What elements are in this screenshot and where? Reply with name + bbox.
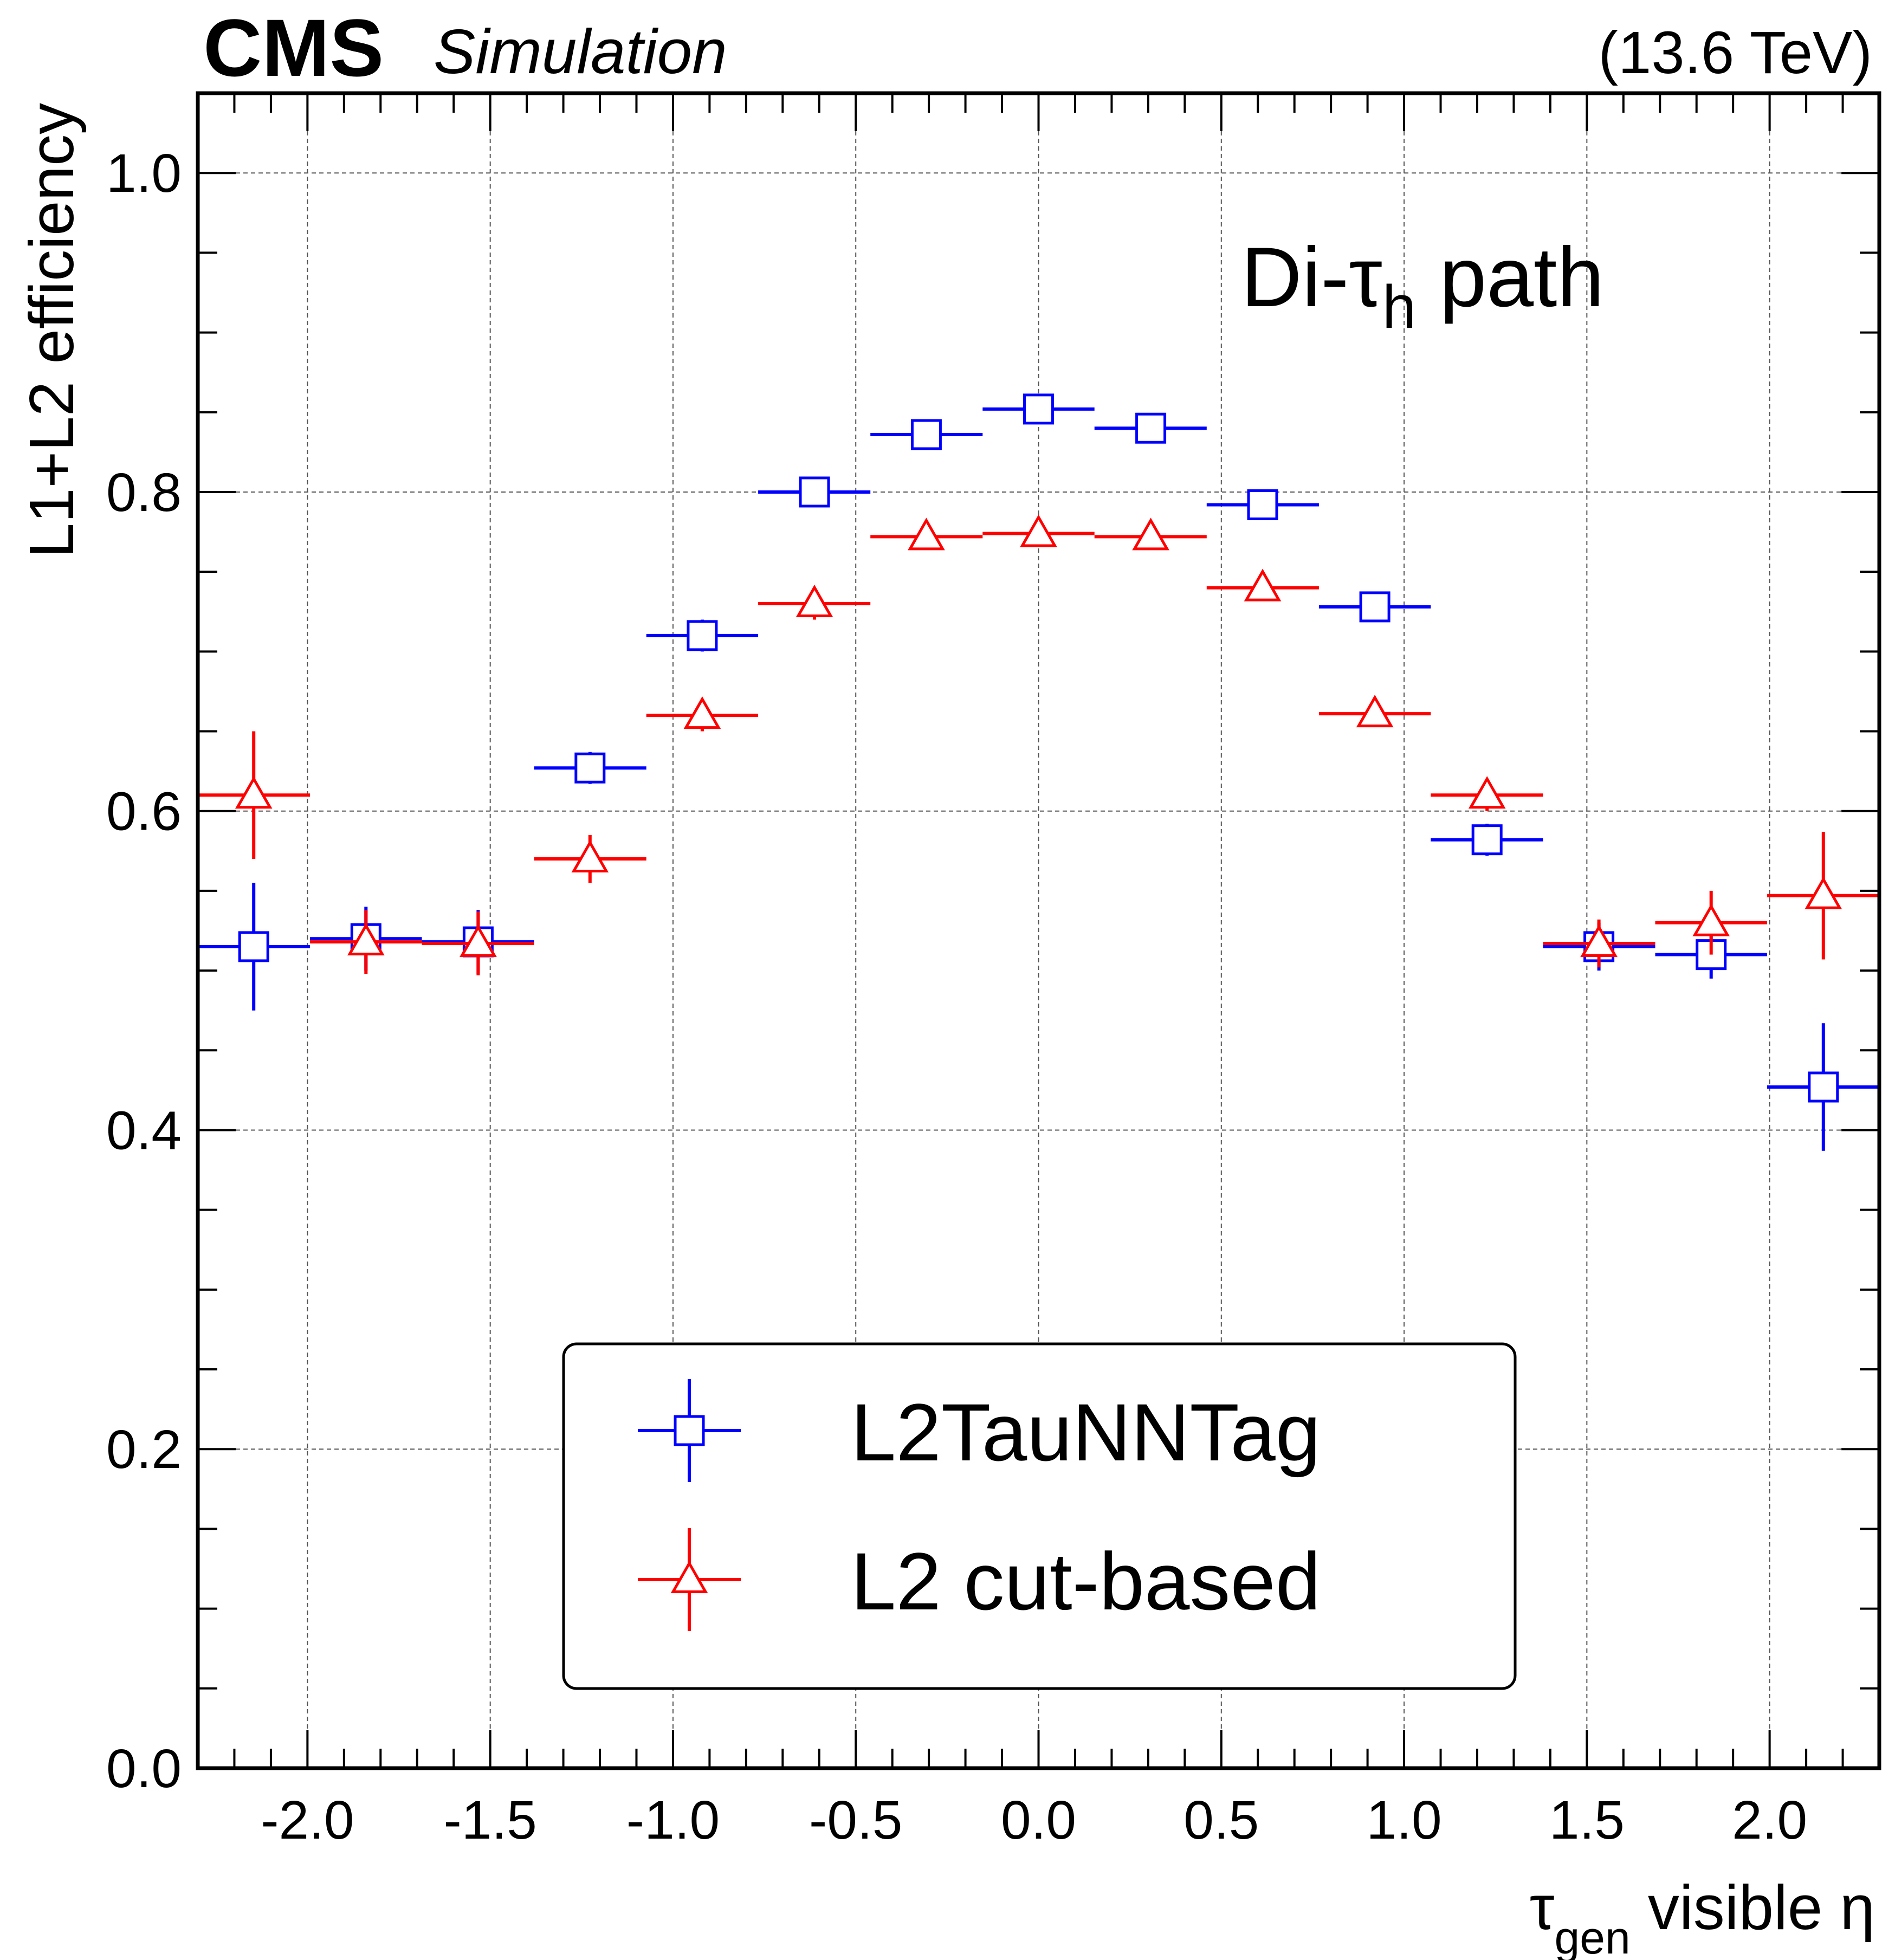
data-point xyxy=(687,620,718,651)
y-tick-labels: 0.0 0.2 0.4 0.6 0.8 1.0 xyxy=(106,143,182,1799)
y-tick-label: 1.0 xyxy=(106,143,182,204)
x-tick-label: -1.0 xyxy=(626,1790,720,1851)
y-tick-label: 0.0 xyxy=(106,1738,182,1799)
series-l2-cut-based xyxy=(198,514,1879,975)
legend-entry: L2TauNNTag xyxy=(638,1379,1321,1482)
y-tick-label: 0.4 xyxy=(106,1100,182,1161)
data-point xyxy=(1356,695,1394,728)
simulation-label: Simulation xyxy=(434,16,727,87)
data-point xyxy=(910,419,942,450)
axis-ticks xyxy=(197,92,1880,1769)
data-point xyxy=(1468,776,1506,809)
data-point xyxy=(460,924,497,958)
data-point xyxy=(1023,393,1054,425)
data-point xyxy=(235,776,273,809)
data-series xyxy=(198,393,1879,1151)
data-point xyxy=(796,584,833,618)
x-tick-label: 0.5 xyxy=(1183,1790,1259,1851)
legend-label: L2TauNNTag xyxy=(851,1387,1321,1478)
data-point xyxy=(1580,924,1618,958)
data-point xyxy=(799,476,830,508)
data-point xyxy=(347,923,385,956)
data-point xyxy=(1244,568,1282,601)
legend: L2TauNNTag L2 cut-based xyxy=(562,1342,1517,1690)
x-tick-label: 1.5 xyxy=(1549,1790,1625,1851)
x-tick-label: 0.0 xyxy=(1001,1790,1076,1851)
data-point xyxy=(238,931,269,962)
data-point xyxy=(1808,1071,1839,1103)
data-point xyxy=(683,696,721,729)
y-tick-label: 0.2 xyxy=(106,1419,182,1480)
y-tick-label: 0.8 xyxy=(106,462,182,523)
legend-box xyxy=(562,1342,1517,1690)
data-point xyxy=(1247,489,1278,521)
energy-label: (13.6 TeV) xyxy=(1599,20,1872,86)
x-tick-label: -1.5 xyxy=(443,1790,536,1851)
data-point xyxy=(571,839,609,873)
data-point xyxy=(908,518,945,551)
x-tick-labels: -2.0 -1.5 -1.0 -0.5 0.0 0.5 1.0 1.5 2.0 xyxy=(261,1790,1807,1851)
data-point xyxy=(1692,903,1730,936)
x-axis-title: τgen visible η xyxy=(1530,1872,1875,1960)
legend-triangle-marker xyxy=(670,1560,708,1593)
data-point xyxy=(1805,876,1842,909)
x-tick-label: 2.0 xyxy=(1732,1790,1807,1851)
cms-logo-text: CMS xyxy=(203,2,384,93)
legend-square-marker xyxy=(674,1415,705,1446)
data-point xyxy=(1359,591,1391,623)
legend-label: L2 cut-based xyxy=(851,1536,1321,1627)
y-axis-title: L1+L2 efficiency xyxy=(16,103,87,558)
data-point xyxy=(574,752,606,784)
x-tick-label: -2.0 xyxy=(261,1790,354,1851)
path-annotation: Di-τh path xyxy=(1241,230,1604,341)
x-tick-label: 1.0 xyxy=(1367,1790,1442,1851)
data-point xyxy=(1135,412,1167,444)
legend-entry: L2 cut-based xyxy=(638,1528,1321,1631)
y-tick-label: 0.6 xyxy=(106,781,182,842)
data-point xyxy=(1020,514,1057,547)
data-point xyxy=(1471,824,1503,856)
x-tick-label: -0.5 xyxy=(809,1790,902,1851)
data-point xyxy=(1132,518,1169,551)
legend-entries: L2TauNNTag L2 cut-based xyxy=(638,1379,1321,1631)
